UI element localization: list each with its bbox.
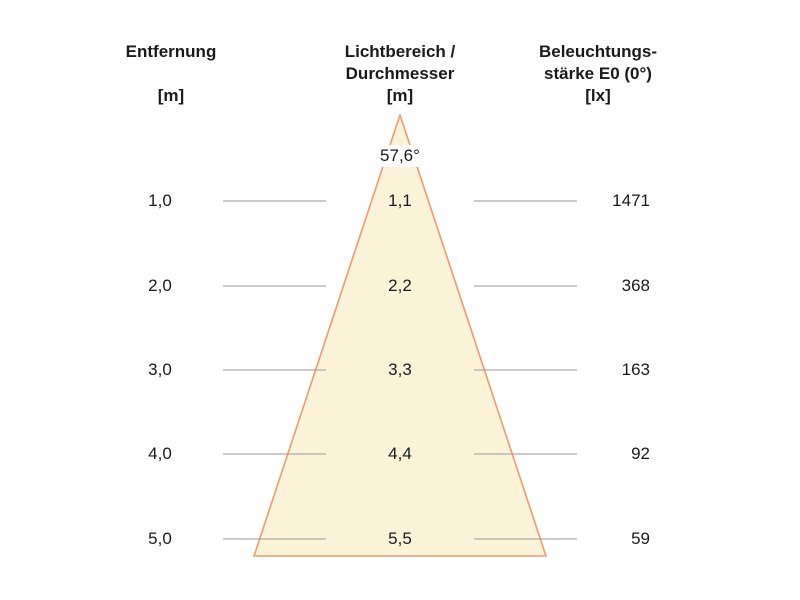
distance-value: 2,0 [148,276,172,295]
header-diameter-title-2: Durchmesser [345,64,455,83]
illuminance-value: 163 [621,360,650,379]
diameter-value: 2,2 [388,276,412,295]
beam-angle-label-background [372,145,428,167]
header-illuminance-title-1: Beleuchtungs- [538,42,658,61]
diameter-value: 4,4 [388,444,412,463]
illuminance-value: 92 [631,444,650,463]
illuminance-value: 1471 [612,191,650,210]
light-cone-shape [253,114,547,557]
diameter-value: 5,5 [388,529,412,548]
header-illuminance: Beleuchtungs- stärke E0 (0°) [lx] [500,41,696,107]
header-distance: Entfernung [m] [96,41,246,107]
header-distance-title: Entfernung [125,42,217,61]
diameter-value: 3,3 [388,360,412,379]
header-illuminance-unit: [lx] [585,86,611,105]
header-distance-unit: [m] [157,86,185,105]
illuminance-value: 59 [631,529,650,548]
header-diameter: Lichtbereich / Durchmesser [m] [300,41,500,107]
distance-value: 5,0 [148,529,172,548]
header-diameter-title-1: Lichtbereich / [344,42,456,61]
distance-value: 1,0 [148,191,172,210]
diameter-value: 1,1 [388,191,412,210]
beam-angle-label: 57,6° [380,146,420,165]
distance-value: 3,0 [148,360,172,379]
header-illuminance-title-2: stärke E0 (0°) [544,64,652,83]
illuminance-value: 368 [621,276,650,295]
distance-value: 4,0 [148,444,172,463]
guide-lines [223,200,577,540]
header-diameter-unit: [m] [386,86,414,105]
